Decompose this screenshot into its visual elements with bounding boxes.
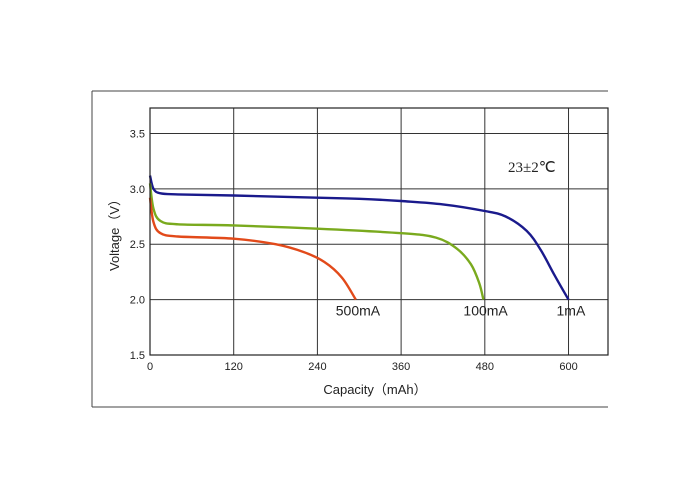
x-tick-label: 360 bbox=[392, 361, 410, 373]
x-tick-label: 480 bbox=[476, 361, 494, 373]
x-tick-label: 120 bbox=[225, 361, 243, 373]
grid bbox=[150, 108, 608, 355]
series-layer bbox=[148, 175, 570, 301]
y-tick-label: 3.0 bbox=[130, 184, 145, 196]
temperature-annotation: 23±2℃ bbox=[508, 160, 556, 176]
tick-labels: 0 120 240 360 480 600 1.5 2.0 2.5 3.0 3.5 bbox=[130, 128, 578, 373]
plot-area bbox=[149, 107, 609, 356]
y-tick-label: 1.5 bbox=[130, 350, 145, 362]
y-tick-label: 2.5 bbox=[130, 239, 145, 251]
series-label-500mA: 500mA bbox=[336, 303, 381, 319]
y-tick-label: 2.0 bbox=[130, 295, 145, 307]
series-label-1mA: 1mA bbox=[557, 303, 586, 319]
y-tick-label: 3.5 bbox=[130, 128, 145, 140]
x-tick-label: 0 bbox=[147, 361, 153, 373]
x-tick-label: 600 bbox=[559, 361, 577, 373]
series-line-100mA bbox=[148, 183, 485, 300]
x-tick-label: 240 bbox=[308, 361, 326, 373]
x-axis-label: Capacity（mAh） bbox=[323, 382, 426, 397]
series-labels: 1mA 100mA 500mA bbox=[336, 303, 586, 319]
series-label-100mA: 100mA bbox=[463, 303, 508, 319]
series-line-1mA bbox=[148, 175, 570, 301]
series-line-500mA bbox=[148, 197, 357, 301]
y-axis-label: Voltage（V） bbox=[107, 193, 122, 271]
